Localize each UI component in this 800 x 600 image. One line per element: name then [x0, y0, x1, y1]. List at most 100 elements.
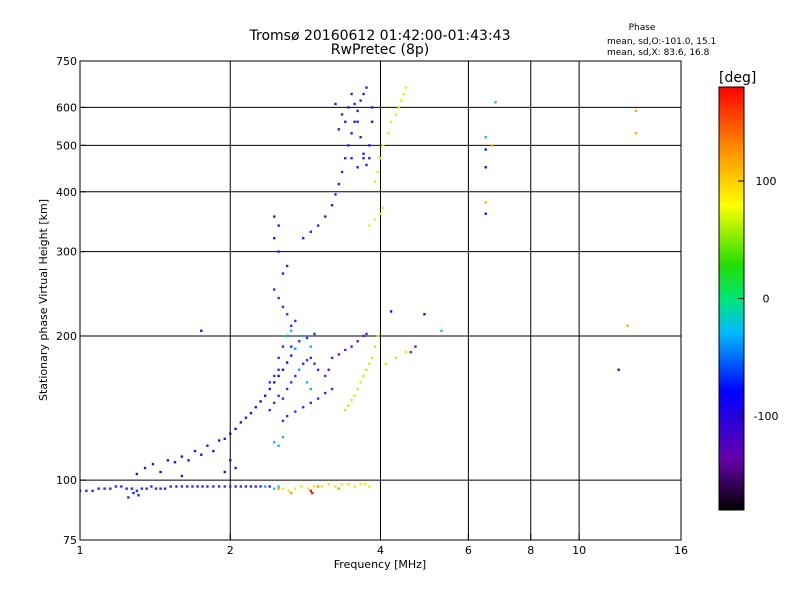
data-point-s6-p18 [285, 313, 289, 316]
data-point-s5-p20 [273, 381, 276, 384]
data-point-s5-p15 [249, 411, 253, 415]
data-point-s10-p5 [389, 120, 393, 123]
data-point-s5-p1 [166, 459, 170, 462]
data-point-s6-p22 [281, 419, 285, 423]
phase-info-o-mode: mean, sd,O:-101.0, 15.1 [607, 37, 716, 47]
data-point-s3-p1 [273, 487, 276, 490]
data-point-s6-p21 [273, 288, 276, 291]
data-point-s8-p36 [334, 102, 337, 106]
data-point-s7-p0 [273, 441, 276, 444]
data-point-s0-p24 [206, 485, 209, 488]
data-point-s5-p18 [264, 394, 267, 398]
data-point-s6-p12 [316, 368, 320, 371]
y-tick-label-500: 500 [56, 139, 77, 152]
data-point-s8-p27 [368, 157, 371, 160]
data-point-s9-p3 [353, 394, 356, 398]
data-point-s8-p14 [344, 157, 347, 160]
data-point-s14-p0 [494, 101, 497, 104]
data-point-s5-p31 [229, 459, 232, 462]
data-point-s11-p9 [409, 350, 412, 354]
data-point-s10-p12 [373, 218, 377, 221]
data-point-s6-p9 [305, 359, 309, 362]
data-point-s8-p2 [277, 250, 280, 253]
data-point-s2-p3 [337, 487, 340, 490]
data-point-s10-p10 [404, 86, 408, 89]
data-point-s6-p26 [309, 401, 312, 405]
data-point-s0-p25 [212, 485, 215, 488]
data-point-s0-p9 [130, 487, 134, 490]
data-point-s8-p25 [362, 152, 365, 156]
data-point-s5-p28 [159, 470, 162, 474]
data-point-s8-p32 [347, 106, 350, 109]
x-tick-label-8: 8 [527, 544, 534, 557]
data-point-s7-p1 [277, 444, 280, 447]
data-point-s5-p26 [135, 472, 139, 476]
data-points [80, 86, 638, 499]
data-point-s7-p5 [294, 347, 297, 351]
data-point-s8-p11 [334, 193, 337, 196]
chart-subtitle: RwPretec (8p) [331, 42, 429, 58]
data-point-s0-p15 [159, 487, 162, 490]
data-point-s8-p21 [365, 86, 368, 89]
data-point-s5-p27 [143, 466, 147, 470]
data-point-s5-p6 [200, 453, 203, 456]
data-point-s8-p3 [273, 236, 276, 240]
data-point-s5-p4 [187, 459, 190, 462]
data-point-s5-p2 [173, 461, 177, 464]
data-point-s8-p4 [277, 224, 280, 227]
data-point-s8-p37 [350, 157, 353, 160]
data-point-s6-p8 [301, 362, 305, 365]
data-point-s6-p14 [281, 345, 285, 348]
x-axis-ticks: 1 2 4 6 8 10 16 [77, 534, 688, 557]
data-point-s1-p14 [368, 485, 371, 488]
data-point-s0-p31 [244, 485, 248, 488]
data-point-s2-p1 [290, 491, 293, 495]
data-point-s6-p23 [285, 414, 289, 418]
data-point-s1-p11 [353, 485, 356, 488]
data-point-s11-p1 [337, 353, 340, 356]
data-point-s8-p22 [353, 102, 356, 106]
data-point-s0-p36 [268, 485, 271, 488]
data-point-s10-p7 [397, 106, 400, 109]
data-point-s1-p12 [359, 483, 362, 486]
data-point-s7-p6 [301, 334, 305, 338]
data-point-s10-p2 [379, 157, 382, 160]
data-point-s10-p1 [376, 170, 379, 174]
data-point-s11-p10 [414, 345, 417, 348]
data-point-s13-p0 [491, 144, 494, 147]
data-point-s9-p9 [371, 356, 374, 360]
data-point-s11-p6 [365, 332, 368, 336]
data-point-s1-p0 [281, 487, 285, 490]
data-point-s9-p13 [394, 356, 398, 360]
data-point-s0-p13 [150, 485, 153, 488]
data-point-s12-p5 [484, 212, 487, 215]
data-point-s1-p4 [306, 487, 309, 490]
data-point-s6-p2 [277, 394, 280, 398]
data-point-s9-p5 [359, 381, 362, 384]
data-point-s0-p12 [145, 487, 148, 490]
data-point-s5-p11 [229, 432, 232, 435]
data-point-s12-p0 [200, 329, 203, 333]
colorbar-tick-label-0: 100 [756, 175, 777, 188]
data-point-s0-p37 [127, 496, 130, 499]
data-point-s9-p6 [362, 374, 365, 378]
data-point-s12-p6 [617, 368, 620, 371]
data-point-s5-p10 [223, 437, 226, 440]
data-point-s0-p22 [196, 485, 199, 488]
data-point-s8-p30 [371, 106, 374, 109]
plot-grid [80, 61, 681, 540]
data-point-s8-p10 [330, 203, 334, 207]
data-point-s6-p3 [281, 397, 285, 400]
data-point-s8-p39 [362, 157, 365, 160]
data-point-s14-p1 [440, 329, 443, 333]
data-point-s0-p28 [229, 485, 232, 488]
data-point-s9-p4 [356, 387, 359, 391]
data-point-s6-p34 [268, 381, 271, 384]
data-point-s10-p14 [381, 206, 385, 210]
data-point-s11-p7 [324, 374, 327, 378]
data-point-s5-p24 [290, 354, 293, 357]
data-point-s10-p0 [373, 180, 377, 183]
data-point-s8-p5 [273, 215, 276, 218]
y-tick-label-300: 300 [56, 246, 77, 259]
data-point-s5-p8 [212, 449, 215, 453]
